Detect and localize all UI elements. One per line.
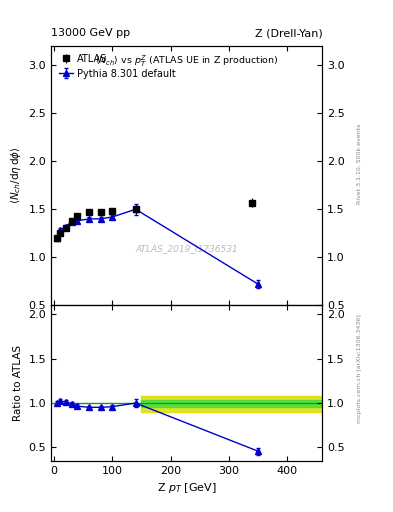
Text: mcplots.cern.ch [arXiv:1306.3436]: mcplots.cern.ch [arXiv:1306.3436]: [357, 314, 362, 423]
Text: 13000 GeV pp: 13000 GeV pp: [51, 28, 130, 38]
Y-axis label: $\langle N_{ch}/\mathrm{d}\eta\,\mathrm{d}\phi\rangle$: $\langle N_{ch}/\mathrm{d}\eta\,\mathrm{…: [9, 147, 23, 204]
Y-axis label: Ratio to ATLAS: Ratio to ATLAS: [13, 345, 23, 421]
Text: $\langle N_{ch}\rangle$ vs $p_T^Z$ (ATLAS UE in Z production): $\langle N_{ch}\rangle$ vs $p_T^Z$ (ATLA…: [95, 54, 279, 69]
X-axis label: Z $p_T$ [GeV]: Z $p_T$ [GeV]: [157, 481, 217, 495]
Text: ATLAS_2019_I1736531: ATLAS_2019_I1736531: [135, 244, 238, 253]
Text: Rivet 3.1.10, 500k events: Rivet 3.1.10, 500k events: [357, 124, 362, 204]
Text: Z (Drell-Yan): Z (Drell-Yan): [255, 28, 322, 38]
Legend: ATLAS, Pythia 8.301 default: ATLAS, Pythia 8.301 default: [56, 51, 179, 81]
